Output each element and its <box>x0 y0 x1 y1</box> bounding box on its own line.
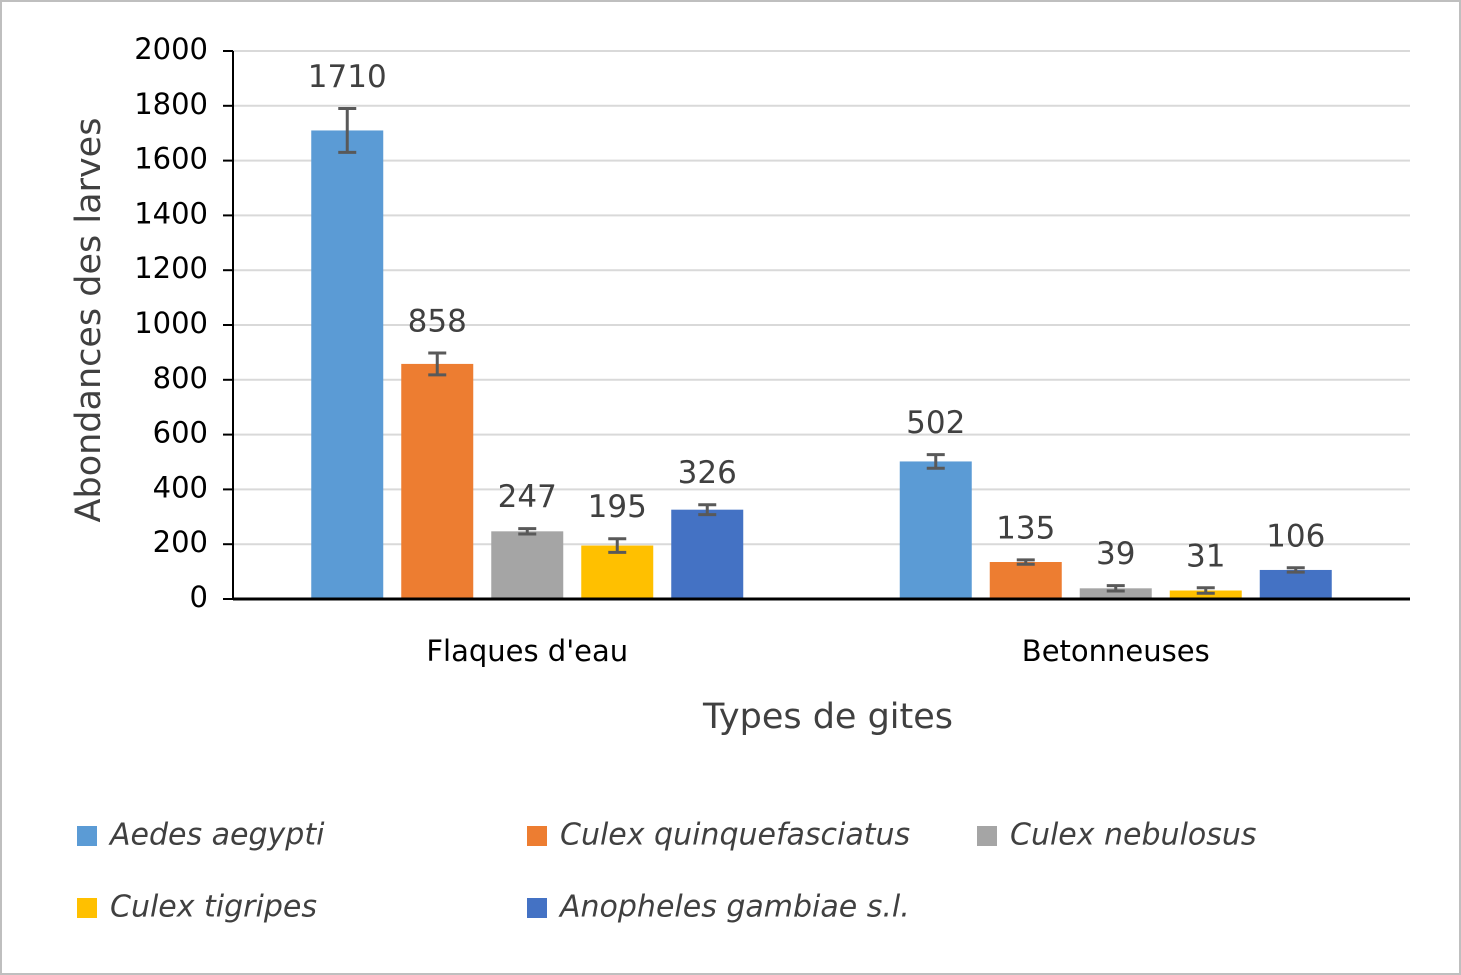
bar <box>989 562 1062 599</box>
x-axis-label: Types de gites <box>702 697 953 737</box>
data-label: 39 <box>1096 536 1135 572</box>
y-tick-label: 1800 <box>134 87 208 121</box>
bar <box>491 531 564 599</box>
bar <box>899 461 972 599</box>
legend-swatch <box>527 826 547 846</box>
bar <box>1259 569 1332 599</box>
y-tick-label: 1000 <box>134 306 208 340</box>
data-label: 106 <box>1266 518 1325 554</box>
error-bar <box>428 351 447 377</box>
y-tick-label: 800 <box>153 361 208 395</box>
bar <box>671 509 744 599</box>
y-tick-label: 600 <box>153 416 208 450</box>
y-tick-label: 200 <box>153 525 208 559</box>
y-axis-label: Abondances des larves <box>69 118 109 523</box>
data-label: 326 <box>678 455 737 491</box>
legend-label: Culex quinquefasciatus <box>560 818 910 853</box>
data-label: 31 <box>1186 538 1225 574</box>
error-bar <box>608 537 627 554</box>
y-tick-label: 1400 <box>134 196 208 230</box>
y-tick-label: 0 <box>190 580 208 614</box>
x-tick-label: Betonneuses <box>1022 634 1210 668</box>
data-label: 502 <box>906 405 965 441</box>
bar <box>401 363 474 599</box>
x-tick-label: Flaques d'eau <box>426 634 628 668</box>
error-bar <box>1286 566 1305 574</box>
data-label: 1710 <box>308 59 387 95</box>
legend-swatch <box>77 898 97 918</box>
legend-label: Culex nebulosus <box>1010 818 1257 853</box>
error-bar <box>698 503 717 517</box>
error-bar <box>518 527 537 536</box>
error-bar <box>926 453 945 470</box>
y-tick-label: 400 <box>153 470 208 504</box>
y-tick-label: 1200 <box>134 251 208 285</box>
data-label: 135 <box>996 510 1055 546</box>
error-bar <box>1106 584 1125 593</box>
bar <box>1079 588 1152 599</box>
y-tick-label: 1600 <box>134 142 208 176</box>
legend-label: Aedes aegypti <box>108 818 325 853</box>
bar <box>311 130 384 599</box>
error-bar <box>1016 558 1035 566</box>
data-label: 858 <box>408 303 467 339</box>
legend-label: Anopheles gambiae s.l. <box>558 890 910 925</box>
legend-swatch <box>527 898 547 918</box>
error-bar <box>338 107 357 154</box>
legend-swatch <box>977 826 997 846</box>
data-label: 247 <box>498 479 557 515</box>
bar <box>581 545 654 599</box>
bar <box>1169 590 1242 599</box>
legend-label: Culex tigripes <box>110 890 317 925</box>
data-label: 195 <box>588 489 647 525</box>
error-bar <box>1196 586 1215 595</box>
y-tick-label: 2000 <box>134 32 208 66</box>
legend-swatch <box>77 826 97 846</box>
